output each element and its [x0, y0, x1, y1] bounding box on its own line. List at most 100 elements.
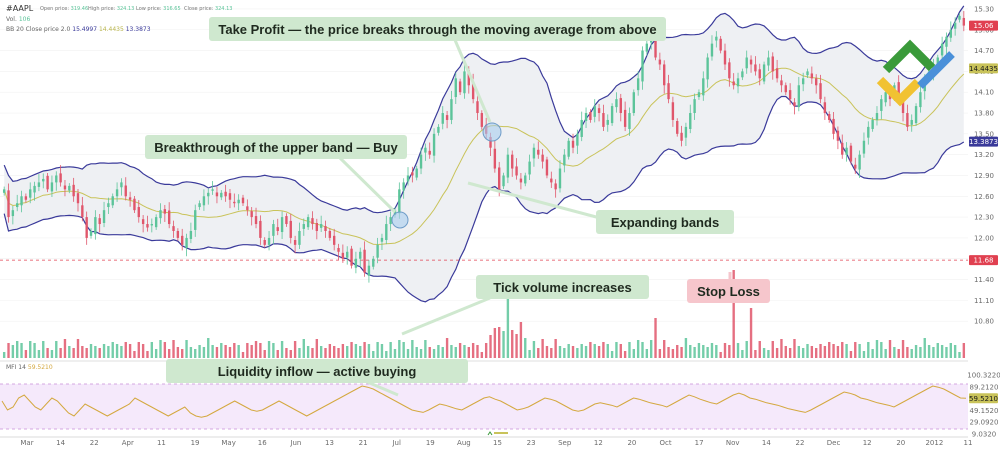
candle-body [849, 145, 853, 162]
volume-bar [706, 347, 709, 358]
candle-body [115, 189, 119, 197]
candle-body [949, 29, 952, 38]
volume-bar [949, 343, 952, 358]
candle [511, 150, 514, 177]
candle-body [741, 71, 744, 78]
volume-bar [862, 351, 866, 358]
candle-body [524, 175, 527, 184]
candle-body [89, 230, 93, 236]
candle [259, 215, 262, 245]
candle [85, 211, 88, 245]
volume-bar [715, 345, 718, 358]
candle [571, 133, 575, 154]
volume-bar [506, 296, 510, 358]
candle [532, 143, 536, 167]
candle [29, 182, 32, 204]
candle-body [758, 69, 761, 79]
volume-bar [346, 346, 349, 358]
bb-legend: BB 20 Close price 2.0 15.4997 14.4435 13… [6, 26, 151, 33]
ohlc-legend: Open price: 319.46 High price: 324.13 Low … [40, 6, 232, 12]
volume-bar [593, 344, 596, 358]
candle-body [532, 147, 536, 159]
candle-body [120, 182, 123, 188]
candle-body [133, 198, 136, 211]
volume-bar [919, 347, 922, 358]
volume-bar [215, 347, 219, 358]
volume-bar [372, 351, 375, 358]
breakthrough-marker [391, 211, 409, 229]
candle [715, 31, 718, 48]
candle [632, 89, 636, 116]
candle-body [259, 220, 262, 238]
candle-body [363, 249, 366, 273]
breakthrough-pointer [338, 156, 397, 214]
candle [953, 17, 957, 36]
candle-body [198, 203, 201, 208]
candle-body [432, 133, 436, 156]
expanding-callout [596, 210, 734, 234]
volume-bar [767, 350, 770, 358]
time-tick-label: 17 [695, 439, 704, 447]
volume-bar [489, 335, 492, 358]
volume-bar [511, 330, 514, 358]
tick-volume-text: Tick volume increases [493, 280, 632, 295]
time-tick-label: 20 [896, 439, 905, 447]
candle-body [419, 154, 423, 169]
candle-body [671, 102, 675, 120]
volume-bar [736, 343, 740, 358]
candle-body [450, 99, 453, 120]
candle-body [393, 210, 397, 216]
candle [228, 189, 232, 209]
candle [215, 186, 219, 204]
volume-bar [580, 344, 583, 358]
candle-body [237, 199, 240, 204]
candle-body [880, 99, 883, 111]
time-tick-label: 20 [627, 439, 636, 447]
candle [50, 175, 54, 197]
volume-bar [667, 347, 670, 358]
candle [754, 56, 757, 76]
candle [780, 74, 783, 93]
volume-bar [298, 348, 301, 358]
candle [671, 96, 675, 127]
time-tick-label: Sep [558, 439, 572, 447]
volume-bar [167, 349, 171, 358]
time-tick-label: 19 [191, 439, 200, 447]
volume-bar [306, 346, 310, 358]
candle-body [498, 167, 501, 190]
litefinance-logo [876, 39, 955, 107]
candle [762, 61, 766, 85]
volume-bar [241, 352, 245, 358]
volume-bar [29, 341, 32, 358]
volume-bar [354, 344, 358, 358]
candle-body [354, 258, 358, 268]
candle-body [602, 113, 605, 127]
candle-body [693, 99, 696, 114]
volume-bar [649, 340, 653, 358]
candle [63, 179, 67, 197]
volume-bar [211, 345, 214, 358]
candle [910, 114, 913, 132]
candle [919, 85, 922, 113]
candle [636, 71, 640, 96]
candle-body [98, 218, 101, 225]
candle-body [315, 223, 319, 231]
time-tick-label: 11 [157, 439, 166, 447]
candle-body [267, 237, 271, 245]
candle [541, 149, 544, 169]
volume-bar [11, 345, 15, 358]
candle [723, 43, 727, 70]
candle-body [667, 83, 670, 100]
candle [619, 93, 622, 122]
volume-bar [828, 342, 831, 358]
candle [719, 36, 722, 54]
candle-body [159, 210, 162, 219]
candle [133, 195, 136, 213]
candle [337, 243, 340, 261]
volume-bar [111, 342, 114, 358]
volume-bar [645, 349, 649, 358]
volume-bar [684, 338, 688, 358]
candle [37, 174, 41, 192]
candle-body [37, 182, 41, 187]
candle [194, 204, 197, 237]
